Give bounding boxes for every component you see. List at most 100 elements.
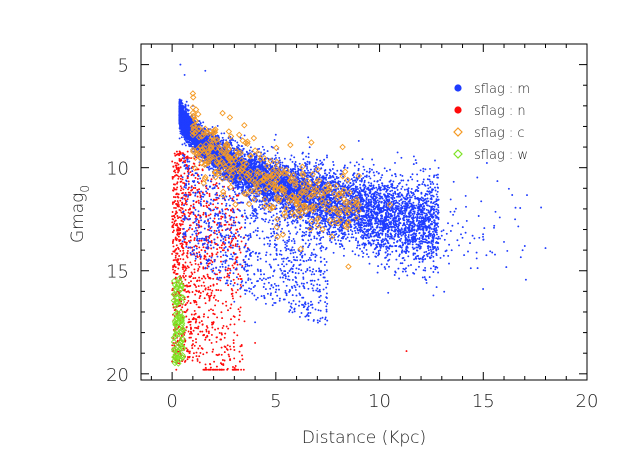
data-point-n (195, 201, 198, 204)
data-point-n (171, 221, 174, 224)
data-point-m (391, 229, 394, 232)
data-point-n (177, 267, 180, 270)
data-point-n (186, 301, 189, 304)
data-point-n (237, 277, 240, 280)
data-point-m (437, 206, 440, 209)
data-point-n (182, 266, 185, 269)
data-point-n (233, 282, 236, 284)
data-point-n (182, 188, 185, 191)
data-point-n (240, 368, 243, 371)
data-point-n (210, 259, 213, 262)
data-point-m (319, 162, 322, 165)
data-point-n (222, 324, 225, 327)
data-point-m (365, 248, 368, 251)
data-point-n (216, 236, 219, 239)
data-point-n (212, 203, 215, 206)
data-point-n (185, 309, 188, 312)
data-point-n (183, 270, 186, 273)
data-point-n (195, 318, 198, 321)
data-point-n (171, 211, 174, 213)
data-point-n (202, 290, 205, 293)
data-point-n (186, 198, 189, 201)
data-point-n (183, 241, 186, 244)
data-point-n (236, 228, 239, 231)
data-point-m (349, 161, 352, 164)
data-point-n (177, 201, 180, 204)
data-point-m (307, 239, 310, 242)
data-point-n (192, 277, 195, 280)
data-point-n (200, 320, 203, 323)
data-point-n (232, 244, 235, 247)
data-point-m (347, 184, 350, 187)
data-point-n (231, 295, 234, 298)
data-point-n (180, 180, 183, 183)
data-point-m (399, 191, 401, 194)
data-point-m (386, 249, 389, 252)
data-point-n (197, 201, 200, 204)
data-point-n (211, 252, 213, 255)
data-point-n (212, 277, 215, 280)
data-point-n (197, 316, 199, 319)
data-point-n (191, 246, 194, 249)
data-point-m (408, 194, 411, 197)
data-point-m (453, 210, 456, 213)
data-point-n (237, 308, 240, 311)
data-point-m (313, 237, 316, 240)
data-point-n (190, 313, 193, 316)
data-point-n (172, 245, 175, 248)
data-point-n (215, 253, 218, 256)
data-point-n (173, 216, 176, 219)
data-point-n (184, 304, 187, 307)
data-point-n (227, 284, 230, 287)
data-point-n (198, 361, 201, 364)
data-point-n (174, 256, 177, 259)
data-point-m (398, 245, 401, 248)
data-point-n (179, 185, 182, 188)
data-point-n (216, 368, 219, 371)
data-point-n (234, 243, 237, 246)
data-point-n (221, 317, 224, 320)
data-point-n (214, 368, 217, 371)
data-point-n (216, 354, 219, 357)
data-point-m (375, 193, 378, 196)
data-point-n (232, 266, 235, 269)
data-point-n (183, 172, 186, 175)
data-point-m (369, 224, 372, 227)
data-point-n (226, 344, 229, 347)
data-point-n (174, 254, 177, 257)
data-point-n (219, 255, 222, 258)
data-point-n (177, 166, 180, 169)
data-point-n (194, 176, 197, 179)
data-point-m (426, 204, 429, 207)
data-point-n (186, 348, 189, 351)
data-point-n (192, 162, 195, 165)
data-point-m (506, 249, 509, 252)
data-point-m (432, 221, 435, 224)
data-point-m (507, 187, 510, 190)
data-point-n (211, 350, 214, 353)
data-point-n (189, 261, 192, 264)
data-point-n (238, 248, 241, 251)
data-point-n (173, 169, 176, 172)
data-point-m (376, 189, 379, 191)
data-point-m (334, 178, 336, 181)
data-point-n (179, 177, 182, 180)
data-point-m (415, 204, 418, 207)
data-point-n (224, 239, 227, 242)
data-point-n (232, 345, 235, 348)
data-point-n (216, 251, 219, 254)
data-point-n (207, 286, 210, 289)
data-point-n (194, 299, 197, 302)
data-point-n (178, 157, 181, 160)
data-point-n (229, 358, 232, 361)
data-point-n (220, 333, 223, 336)
data-point-m (540, 206, 543, 209)
data-point-n (172, 196, 175, 198)
data-point-n (180, 244, 183, 247)
data-point-n (194, 262, 197, 265)
data-point-n (173, 152, 176, 155)
data-point-m (449, 230, 452, 232)
data-point-n (208, 193, 211, 195)
data-point-m (411, 213, 414, 215)
data-point-n (228, 276, 231, 279)
